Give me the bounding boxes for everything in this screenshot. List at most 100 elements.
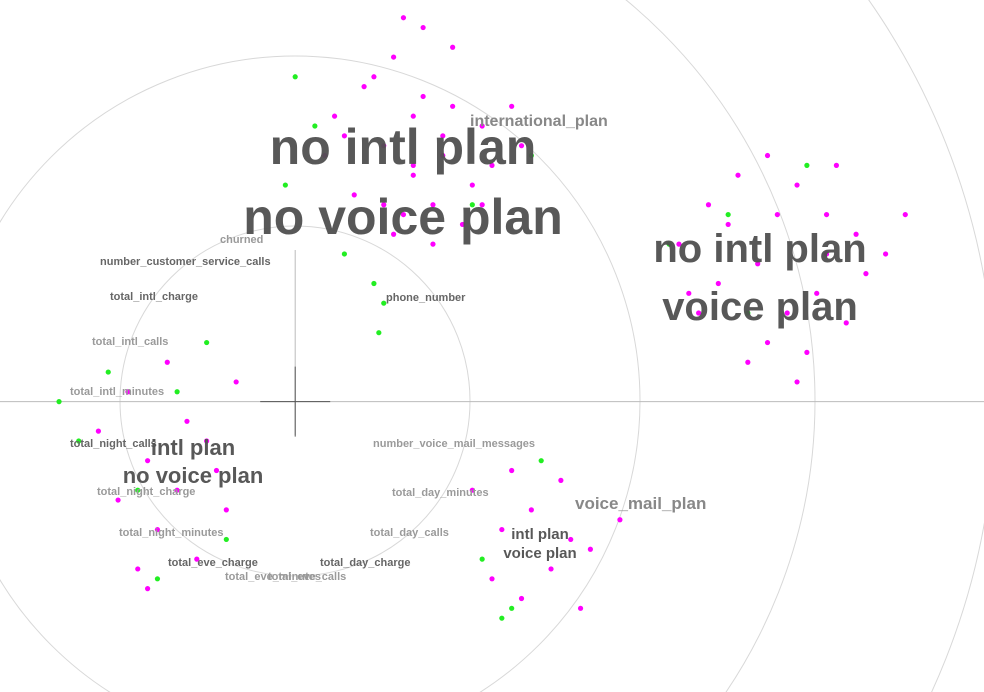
point	[568, 536, 574, 543]
point	[440, 133, 446, 139]
circle	[119, 225, 471, 577]
point	[410, 172, 416, 178]
point	[376, 330, 382, 336]
points	[56, 15, 908, 621]
point	[459, 221, 466, 228]
point	[410, 162, 416, 168]
point	[725, 211, 731, 218]
cluster-label: no intl plan	[653, 227, 866, 271]
point	[331, 113, 338, 119]
point	[164, 359, 170, 365]
point	[745, 359, 751, 365]
point	[479, 556, 485, 562]
point	[686, 290, 692, 296]
cluster-label: voice plan	[503, 545, 576, 562]
point	[312, 123, 318, 129]
cluster-label: no voice plan	[243, 189, 563, 245]
point	[440, 152, 446, 159]
variable-label: total_night_calls	[70, 438, 157, 450]
point	[696, 310, 702, 316]
point	[745, 310, 751, 316]
point	[145, 586, 151, 592]
point	[381, 202, 387, 208]
cluster-label: voice plan	[662, 285, 858, 329]
point	[509, 467, 515, 474]
point	[548, 566, 554, 572]
point	[528, 507, 534, 513]
point	[292, 74, 298, 80]
variable-label: voice_mail_plan	[575, 494, 706, 513]
point	[420, 24, 426, 31]
point	[145, 458, 151, 464]
point	[174, 389, 180, 395]
point	[95, 428, 101, 434]
point	[676, 241, 682, 247]
point	[400, 15, 407, 21]
variable-label: number_customer_service_calls	[100, 256, 271, 268]
point	[213, 467, 220, 474]
point	[725, 221, 731, 228]
point	[135, 487, 141, 493]
point	[715, 280, 721, 287]
point	[489, 162, 495, 168]
variable-label: total_intl_calls	[92, 336, 168, 348]
point	[420, 93, 426, 100]
point	[115, 497, 121, 503]
point	[469, 487, 475, 493]
variable-label: total_night_minutes	[119, 527, 224, 539]
point	[479, 202, 485, 208]
point	[499, 615, 505, 621]
variable-label: total_day_minutes	[392, 487, 489, 499]
point	[764, 152, 771, 159]
point	[184, 418, 190, 424]
point	[617, 517, 623, 523]
point	[823, 251, 830, 257]
point	[883, 251, 889, 257]
cluster-labels: no intl plan no voice plan no intl plan …	[123, 119, 867, 562]
point	[823, 211, 830, 218]
point	[371, 280, 377, 287]
point	[774, 211, 780, 218]
variable-label: total_eve_calls	[268, 571, 346, 583]
point	[351, 192, 357, 198]
point	[499, 526, 505, 533]
point	[764, 339, 771, 346]
point	[400, 211, 407, 218]
point	[450, 103, 456, 109]
point	[804, 349, 810, 355]
point	[509, 103, 515, 109]
point	[833, 162, 840, 168]
point	[843, 320, 849, 326]
variable-label: number_voice_mail_messages	[373, 438, 535, 450]
point	[469, 182, 475, 188]
point	[784, 310, 790, 316]
point	[381, 143, 387, 149]
variable-label: total_eve_minutes	[225, 571, 321, 583]
point	[233, 379, 239, 385]
cluster-label: no voice plan	[123, 463, 264, 488]
point	[755, 261, 761, 267]
point	[204, 339, 210, 346]
point	[509, 605, 515, 611]
variable-labels: international_plan churned number_custom…	[70, 113, 706, 583]
variable-label: total_intl_minutes	[70, 386, 164, 398]
point	[430, 202, 436, 208]
point	[538, 458, 544, 464]
point	[154, 576, 161, 582]
variable-label: churned	[220, 234, 263, 246]
point	[282, 182, 288, 188]
point	[489, 576, 495, 582]
circle	[0, 55, 641, 692]
point	[391, 231, 397, 237]
point	[341, 133, 347, 139]
point	[76, 438, 82, 444]
point	[223, 536, 229, 543]
point	[430, 241, 436, 247]
point	[361, 84, 367, 90]
point	[558, 477, 564, 483]
point	[528, 152, 534, 159]
point	[479, 123, 485, 129]
point	[863, 271, 869, 277]
point	[518, 595, 525, 602]
